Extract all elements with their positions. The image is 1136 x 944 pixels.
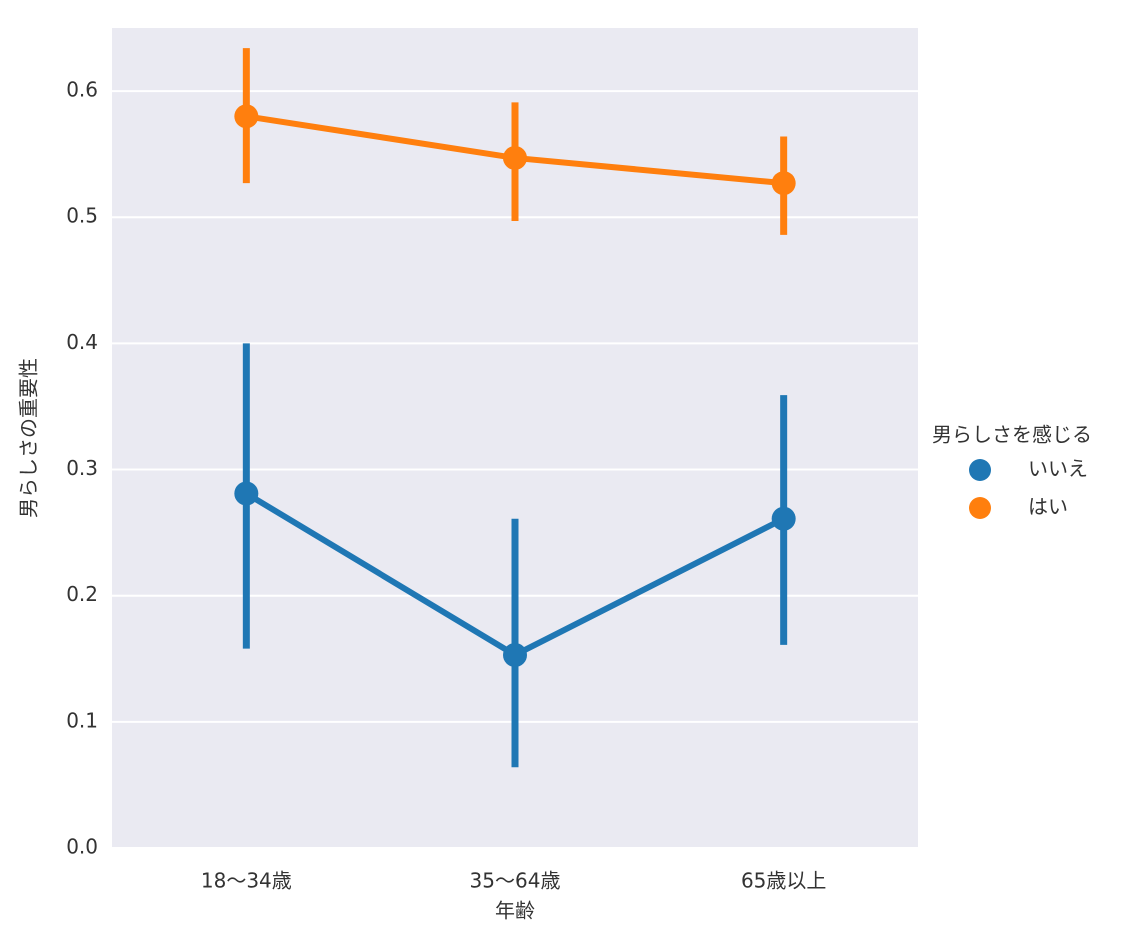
y-tick-label: 0.3 [66,456,98,480]
legend-title: 男らしさを感じる [932,423,1092,447]
point [234,104,259,129]
point [503,145,527,170]
x-axis-label: 年齢 [495,899,535,923]
point [771,171,796,196]
point [771,506,796,531]
x-tick-label: 18〜34歳 [201,869,292,893]
y-tick-label: 0.1 [66,708,98,732]
y-tick-label: 0.4 [66,330,98,354]
point [503,642,527,667]
y-tick-label: 0.0 [66,835,98,859]
point [234,481,259,506]
x-tick-label: 65歳以上 [741,869,826,893]
y-tick-label: 0.5 [66,204,98,228]
legend-label: はい [1028,495,1068,519]
y-tick-label: 0.6 [66,78,98,102]
legend-marker [969,459,991,481]
legend-marker [969,497,991,519]
y-tick-label: 0.2 [66,582,98,606]
y-axis-label: 男らしさの重要性 [17,358,41,518]
x-tick-label: 35〜64歳 [470,869,561,893]
legend-label: いいえ [1028,457,1088,481]
